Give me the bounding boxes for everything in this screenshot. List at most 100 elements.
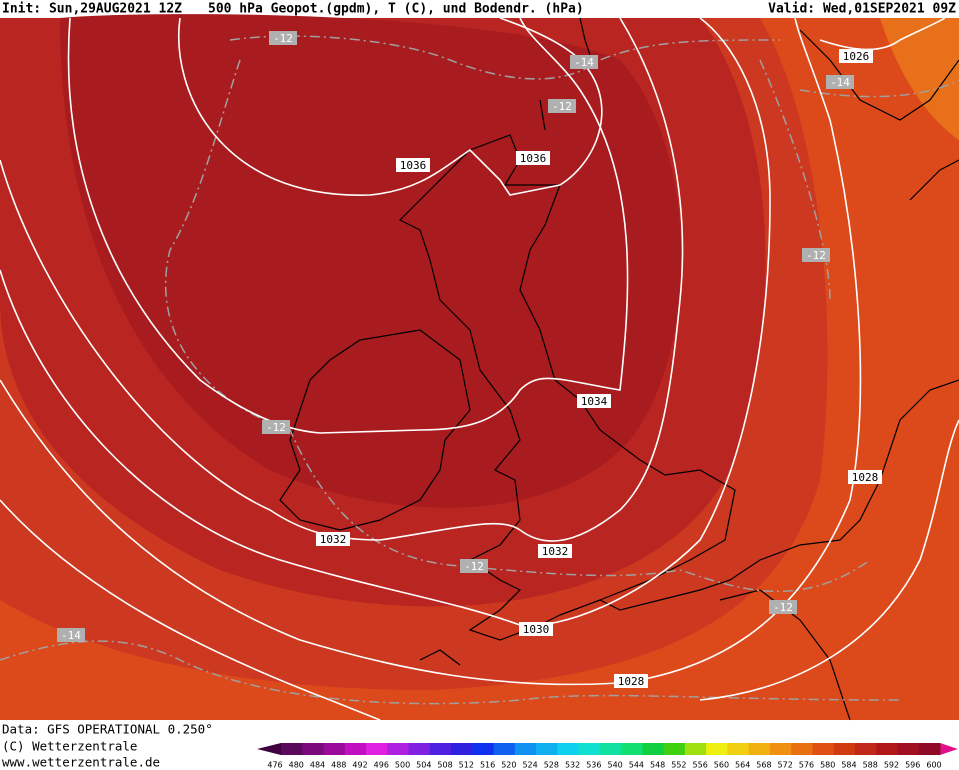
coast-ireland [279, 329, 471, 531]
colorbar-bin [451, 743, 473, 755]
colorbar-bin [429, 743, 452, 755]
colorbar: 476 480 484 488 492 496 500 504 508 512 516 520 524 5… [257, 743, 958, 770]
colorbar-bin [408, 743, 431, 755]
colorbar-bin [366, 743, 388, 755]
colorbar-label: 580 [820, 761, 835, 770]
colorbar-bin [663, 743, 686, 755]
colorbar-bin [812, 743, 835, 755]
colorbar-bin [557, 743, 580, 755]
colorbar-bin [706, 743, 728, 755]
colorbar-bin [727, 743, 750, 755]
colorbar-label: 504 [416, 761, 431, 770]
temperature-label: -12 [464, 560, 484, 573]
colorbar-bin [791, 743, 813, 755]
valid-time: Valid: Wed,01SEP2021 09Z [768, 2, 956, 17]
temperature-label-box [262, 420, 290, 434]
colorbar-label: 552 [671, 761, 686, 770]
temperature-label-box [57, 628, 85, 642]
colorbar-bin [748, 743, 771, 755]
colorbar-label: 524 [522, 761, 537, 770]
colorbar-label: 572 [778, 761, 793, 770]
isobar-label-box [396, 158, 430, 172]
temperature-label: -12 [773, 601, 793, 614]
colorbar-label: 496 [374, 761, 389, 770]
colorbar-label: 492 [352, 761, 367, 770]
isobar-label: 1032 [320, 533, 347, 546]
isobar-label: 1032 [542, 545, 569, 558]
isobar-label: 1026 [843, 50, 870, 63]
isobar-label: 1028 [852, 471, 879, 484]
temperature-label: -12 [273, 32, 293, 45]
colorbar-bin [344, 743, 367, 755]
colorbar-label: 508 [437, 761, 452, 770]
temperature-label: -12 [266, 421, 286, 434]
field-warm [880, 18, 959, 140]
colorbar-label: 544 [629, 761, 644, 770]
isobar-label-box [516, 151, 550, 165]
init-time: Init: Sun,29AUG2021 12Z [2, 2, 182, 17]
colorbar-label: 568 [756, 761, 771, 770]
temperature-label-box [570, 55, 598, 69]
isobar-label-box [614, 674, 648, 688]
colorbar-bin [302, 743, 325, 755]
data-source: Data: GFS OPERATIONAL 0.250° [2, 722, 213, 737]
colorbar-label: 532 [565, 761, 580, 770]
coast-continent [559, 379, 959, 616]
temperature-label: -14 [830, 76, 850, 89]
colorbar-label: 528 [544, 761, 559, 770]
colorbar-bin [536, 743, 558, 755]
colorbar-bin [854, 743, 877, 755]
website: www.wetterzentrale.de [2, 755, 160, 770]
temperature-label: -12 [552, 100, 572, 113]
colorbar-bin [472, 743, 495, 755]
copyright: (C) Wetterzentrale [2, 739, 137, 754]
colorbar-bin [323, 743, 346, 755]
temperature-label-box [826, 75, 854, 89]
colorbar-label: 476 [267, 761, 282, 770]
colorbar-bin [514, 743, 537, 755]
colorbar-bin [876, 743, 898, 755]
colorbar-label: 556 [693, 761, 708, 770]
coast-detail [419, 589, 851, 721]
temperature-label: -12 [806, 249, 826, 262]
colorbar-label: 512 [459, 761, 474, 770]
colorbar-bin [578, 743, 601, 755]
colorbar-bin [281, 743, 303, 755]
isobar-label: 1028 [618, 675, 645, 688]
colorbar-label: 584 [841, 761, 856, 770]
colorbar-label: 500 [395, 761, 410, 770]
colorbar-label: 488 [331, 761, 346, 770]
colorbar-label: 548 [650, 761, 665, 770]
temperature-label-box [802, 248, 830, 262]
isobar-label-box [577, 394, 611, 408]
colorbar-label: 536 [586, 761, 601, 770]
isobar-label: 1034 [581, 395, 608, 408]
map [0, 14, 959, 721]
isobar-label-box [519, 622, 553, 636]
isobar-label-box [316, 532, 350, 546]
colorbar-bin [493, 743, 516, 755]
colorbar-label: 576 [799, 761, 814, 770]
colorbar-label: 588 [863, 761, 878, 770]
colorbar-bin [387, 743, 410, 755]
colorbar-label: 480 [289, 761, 304, 770]
isobar-label: 1036 [400, 159, 427, 172]
isobar-label: 1030 [523, 623, 550, 636]
colorbar-bin [599, 743, 622, 755]
temperature-label-box [460, 559, 488, 573]
colorbar-label: 600 [926, 761, 941, 770]
colorbar-bin [918, 743, 941, 755]
colorbar-label: 564 [735, 761, 750, 770]
colorbar-bin [684, 743, 707, 755]
colorbar-high-arrow [940, 743, 958, 755]
isobars [0, 17, 959, 721]
colorbar-bin [621, 743, 643, 755]
colorbar-low-arrow [257, 743, 281, 755]
colorbar-label: 516 [480, 761, 495, 770]
coast-north [539, 17, 959, 201]
colorbar-label: 484 [310, 761, 325, 770]
chart-title: 500 hPa Geopot.(gpdm), T (C), und Bodend… [208, 2, 584, 17]
map-labels: 1036 1036 1034 1032 1032 1030 1028 1028 1026 -12 -… [57, 31, 882, 688]
